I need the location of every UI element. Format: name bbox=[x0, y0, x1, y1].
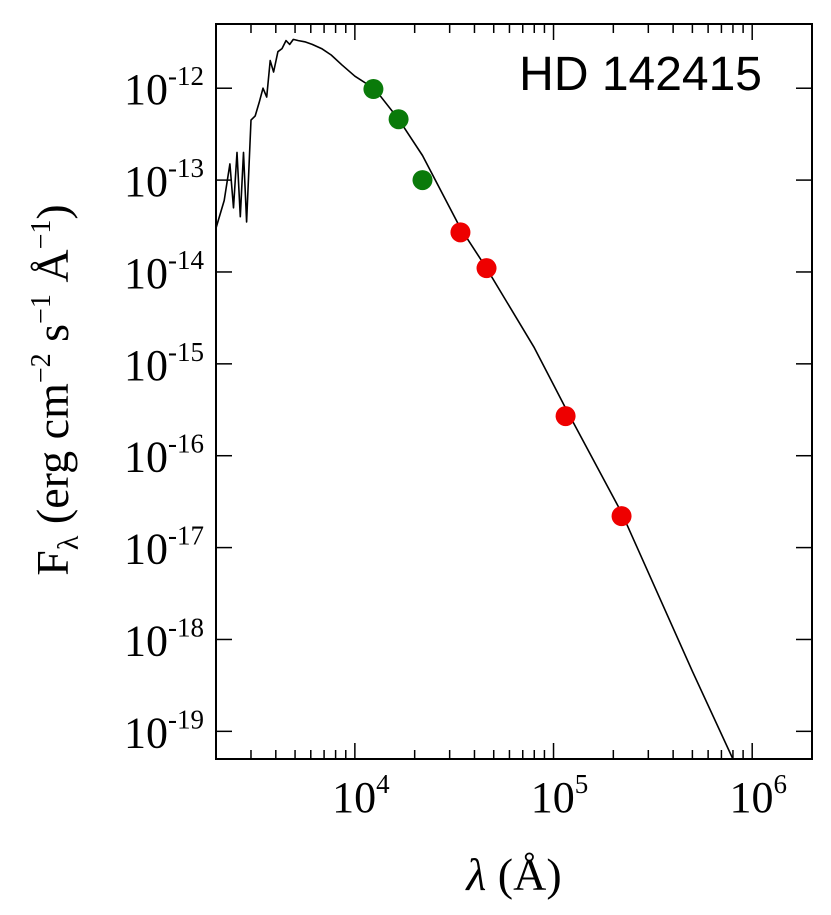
y-tick-label: 10-19 bbox=[124, 704, 204, 757]
tick-labels: 104 105 106 10-12 10-13 10-14 10-15 10-16 10-17 1… bbox=[124, 61, 787, 822]
x-tick-label: 106 bbox=[729, 769, 787, 822]
y-tick-label: 10-12 bbox=[124, 61, 204, 114]
photometry-point bbox=[476, 258, 497, 279]
photometry-point bbox=[611, 506, 632, 527]
photometry-point bbox=[388, 109, 409, 130]
x-axis-title: λ (Å) bbox=[464, 849, 561, 900]
y-tick-label: 10-13 bbox=[124, 153, 204, 206]
plot-frame bbox=[215, 23, 813, 760]
y-tick-label: 10-14 bbox=[124, 245, 204, 298]
y-tick-label: 10-16 bbox=[124, 429, 204, 482]
photometry-point bbox=[450, 222, 471, 243]
star-name-annotation: HD 142415 bbox=[519, 48, 762, 101]
y-axis-title: Fλ (erg cm−2 s−1 Å−1) bbox=[26, 204, 85, 575]
y-tick-label: 10-15 bbox=[124, 337, 204, 390]
photometry-point bbox=[363, 79, 384, 100]
y-tick-label: 10-17 bbox=[124, 521, 204, 574]
series-layer bbox=[216, 38, 734, 759]
y-tick-label: 10-18 bbox=[124, 612, 204, 665]
plot-border bbox=[215, 23, 813, 760]
x-tick-label: 105 bbox=[531, 769, 589, 822]
tick-marks bbox=[215, 24, 813, 759]
model-spectrum-line bbox=[216, 38, 734, 759]
axis-titles: λ (Å) Fλ (erg cm−2 s−1 Å−1) bbox=[26, 204, 562, 900]
photometry-point bbox=[412, 170, 433, 191]
x-tick-label: 104 bbox=[332, 769, 390, 822]
photometry-point bbox=[555, 406, 576, 427]
